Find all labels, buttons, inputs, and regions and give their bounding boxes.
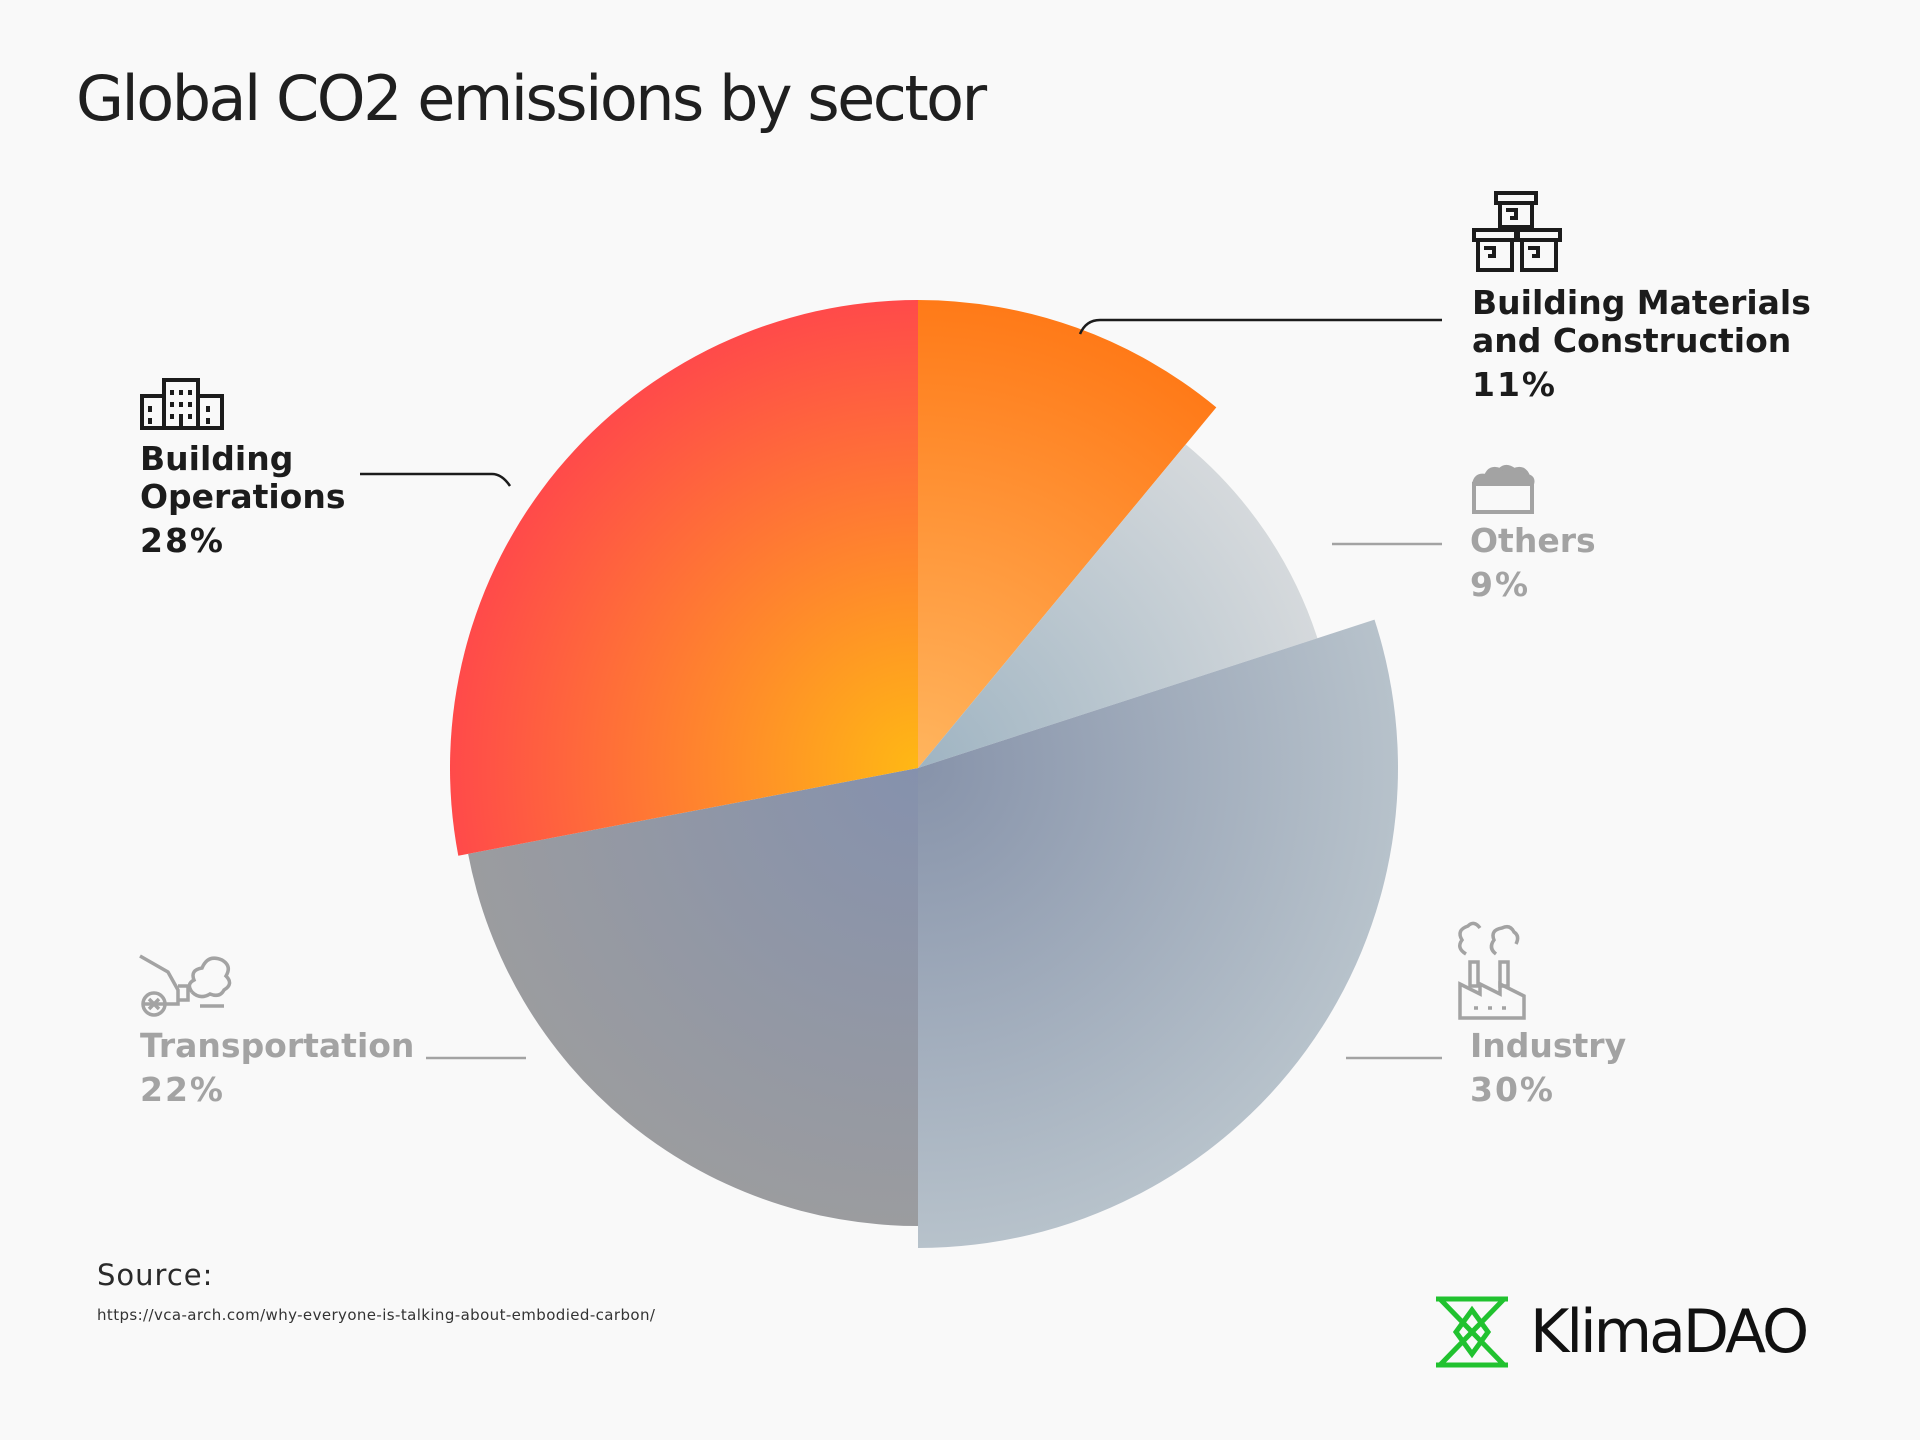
building-operations-icon [140,378,224,430]
pie-slice-building-operations [449,300,918,856]
label-percent: 28% [140,521,225,560]
pie-slice-industry [918,619,1398,1248]
brand-name: KlimaDAO [1530,1297,1809,1367]
label-percent: 22% [140,1070,225,1109]
source-url[interactable]: https://vca-arch.com/why-everyone-is-tal… [97,1306,656,1324]
label-transportation: Transportation 22% [140,1027,414,1109]
label-name: Building Materials and Construction [1472,283,1811,360]
label-name: Industry [1470,1026,1627,1065]
pie-slice-building-materials-and-construction [918,300,1217,768]
label-percent: 30% [1470,1070,1555,1109]
klimadao-logo-icon [1436,1296,1508,1368]
label-name: Others [1470,521,1596,560]
label-building-operations: Building Operations 28% [140,439,346,560]
source-label: Source: [97,1258,214,1292]
transportation-icon [139,954,232,1017]
pie-slice-transportation [468,768,918,1226]
leader-building-materials [1078,318,1442,335]
label-name: Transportation [140,1026,415,1065]
label-industry: Industry 30% [1470,1027,1626,1109]
label-percent: 9% [1470,565,1531,604]
label-name: Building Operations [140,439,346,516]
source-note: Source: https://vca-arch.com/why-everyon… [97,1258,655,1324]
building-materials-icon [1472,191,1562,272]
label-building-materials: Building Materials and Construction 11% [1472,284,1812,404]
page-title: Global CO2 emissions by sector [76,62,987,135]
industry-icon [1458,921,1526,1020]
leader-building-operations [360,472,512,487]
others-icon [1472,465,1535,514]
label-percent: 11% [1472,365,1557,404]
brand: KlimaDAO [1434,1296,1809,1368]
label-others: Others 9% [1470,522,1596,604]
pie-slice-others [918,444,1318,768]
